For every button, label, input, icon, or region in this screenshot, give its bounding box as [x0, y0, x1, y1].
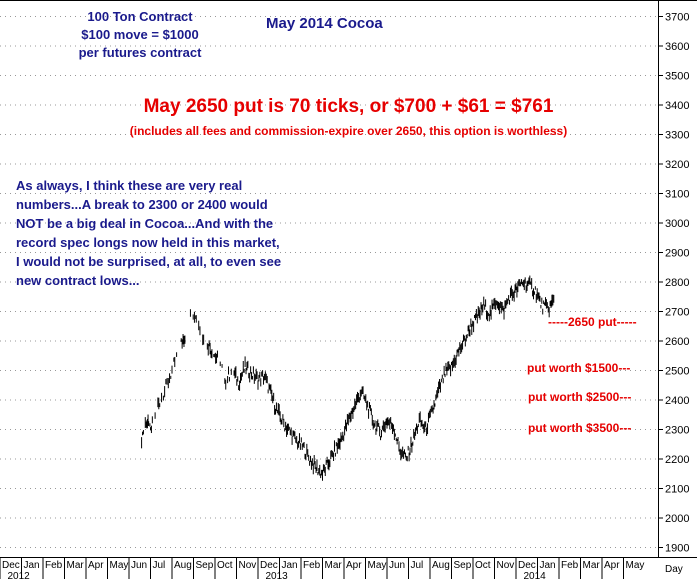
y-tick-label: 3100	[665, 189, 689, 201]
level-put-worth-3500: put worth $3500---	[528, 421, 632, 435]
x-tick-label: Jun	[131, 560, 147, 571]
x-tick-label: May	[626, 560, 645, 571]
y-tick-label: 3000	[665, 218, 689, 230]
y-tick-label: 3700	[665, 12, 689, 24]
y-tick-label: 2300	[665, 425, 689, 437]
x-tick-label: Sep	[196, 560, 214, 571]
x-tick-label: Apr	[88, 560, 104, 571]
x-tick-label: Apr	[346, 560, 362, 571]
x-tick-label: Jul	[153, 560, 166, 571]
x-axis-label: Day	[665, 564, 683, 575]
x-tick-label: Jan	[540, 560, 556, 571]
x-tick-label: Mar	[583, 560, 601, 571]
y-tick-label: 2100	[665, 484, 689, 496]
x-tick-label: May	[110, 560, 129, 571]
price-bars	[141, 275, 555, 481]
x-year-label: 2014	[524, 571, 547, 582]
y-tick-label: 2700	[665, 307, 689, 319]
x-tick-label: Apr	[604, 560, 620, 571]
x-tick-label: Nov	[497, 560, 515, 571]
x-tick-label: Feb	[561, 560, 579, 571]
commentary: As always, I think these are very real n…	[16, 178, 282, 288]
level-put-worth-1500: put worth $1500---	[527, 361, 631, 375]
x-tick-label: Nov	[239, 560, 257, 571]
x-tick-label: Feb	[303, 560, 321, 571]
x-tick-label: Sep	[454, 560, 472, 571]
y-tick-label: 2500	[665, 366, 689, 378]
y-tick-label: 2000	[665, 513, 689, 525]
x-tick-label: Dec	[260, 560, 278, 571]
y-tick-label: 3400	[665, 100, 689, 112]
y-tick-label: 2600	[665, 336, 689, 348]
y-tick-label: 2800	[665, 277, 689, 289]
x-tick-label: Dec	[2, 560, 20, 571]
x-year-label: 2012	[8, 571, 31, 582]
y-tick-label: 2200	[665, 454, 689, 466]
y-tick-label: 3300	[665, 130, 689, 142]
y-tick-label: 3200	[665, 159, 689, 171]
x-tick-label: Aug	[174, 560, 192, 571]
y-axis-ticks: 1900 2000 2100 2200 2300 2400 2500 2600 2700 2800…	[658, 12, 689, 555]
x-axis-ticks: Dec Jan Feb Mar Apr May Jun Jul Aug Sep Oct Nov Dec J…	[0, 557, 644, 582]
x-tick-label: Feb	[45, 560, 63, 571]
y-tick-label: 2900	[665, 248, 689, 260]
x-tick-label: Jul	[411, 560, 424, 571]
x-tick-label: Mar	[67, 560, 85, 571]
level-put-worth-2500: put worth $2500---	[528, 390, 632, 404]
x-tick-label: Dec	[518, 560, 536, 571]
x-tick-label: Aug	[432, 560, 450, 571]
x-tick-label: Oct	[217, 560, 233, 571]
x-tick-label: Jan	[24, 560, 40, 571]
y-tick-label: 2400	[665, 395, 689, 407]
x-tick-label: May	[368, 560, 387, 571]
y-tick-label: 3500	[665, 71, 689, 83]
chart-title: May 2014 Cocoa	[266, 15, 383, 32]
contract-info: 100 Ton Contract $100 move = $1000 per f…	[78, 9, 202, 60]
x-tick-label: Jan	[282, 560, 298, 571]
x-tick-label: Oct	[475, 560, 491, 571]
put-subheadline: (includes all fees and commission-expire…	[129, 124, 568, 138]
x-year-label: 2013	[266, 571, 289, 582]
y-tick-label: 3600	[665, 41, 689, 53]
x-tick-label: Mar	[325, 560, 343, 571]
level-2650-put: -----2650 put-----	[548, 315, 637, 329]
put-headline: May 2650 put is 70 ticks, or $700 + $61 …	[143, 96, 554, 117]
y-tick-label: 1900	[665, 543, 689, 555]
x-tick-label: Jun	[389, 560, 405, 571]
